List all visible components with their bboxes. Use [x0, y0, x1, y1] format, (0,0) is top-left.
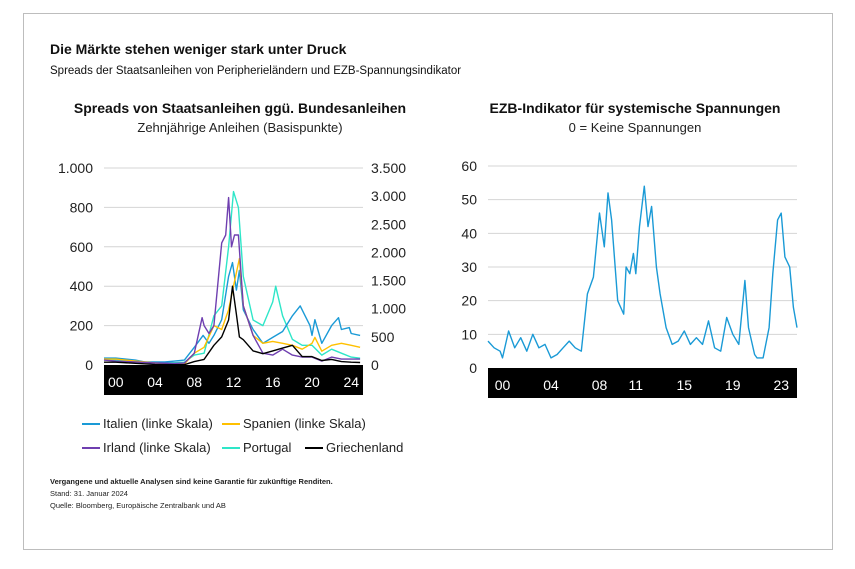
y-tick-label: 800	[70, 199, 94, 215]
x-tick-label: 19	[725, 377, 741, 393]
y-tick-label: 30	[461, 259, 477, 275]
y-tick-label: 200	[70, 318, 94, 334]
legend-swatch	[82, 446, 100, 449]
series-line-italien	[104, 261, 361, 363]
legend-item-irland: Irland (linke Skala)	[82, 440, 211, 455]
y-right-tick-label: 500	[371, 329, 395, 345]
legend-label: Griechenland	[326, 440, 404, 455]
x-tick-label: 00	[108, 374, 124, 390]
y-right-tick-label: 2.500	[371, 216, 406, 232]
left-chart-subtitle: Zehnjährige Anleihen (Basispunkte)	[137, 120, 343, 135]
y-tick-label: 0	[469, 360, 477, 376]
y-right-tick-label: 1.500	[371, 273, 406, 289]
x-tick-label: 08	[186, 374, 202, 390]
right-chart-subtitle: 0 = Keine Spannungen	[568, 120, 702, 135]
y-right-tick-label: 3.000	[371, 188, 406, 204]
y-tick-label: 40	[461, 225, 477, 241]
x-tick-label: 00	[495, 377, 511, 393]
y-tick-label: 60	[461, 158, 477, 174]
legend-swatch	[82, 422, 100, 425]
series-line-griechenland	[104, 285, 361, 366]
x-tick-label: 04	[147, 374, 163, 390]
y-tick-label: 400	[70, 278, 94, 294]
y-tick-label: 50	[461, 192, 477, 208]
y-right-tick-label: 2.000	[371, 244, 406, 260]
legend-item-portugal: Portugal	[222, 440, 291, 455]
legend-item-griechenland: Griechenland	[305, 440, 403, 455]
x-axis-band	[488, 368, 797, 398]
figure-subtitle: Spreads der Staatsanleihen von Peripheri…	[50, 65, 462, 77]
disclaimer-note: Vergangene und aktuelle Analysen sind ke…	[50, 477, 333, 486]
legend-item-italien: Italien (linke Skala)	[82, 416, 213, 431]
y-right-tick-label: 3.500	[371, 160, 406, 176]
legend-label: Portugal	[243, 440, 292, 455]
x-tick-label: 24	[343, 374, 359, 390]
source-note: Quelle: Bloomberg, Europäische Zentralba…	[50, 501, 226, 510]
legend-label: Spanien (linke Skala)	[243, 416, 366, 431]
x-tick-label: 16	[265, 374, 281, 390]
legend-item-spanien: Spanien (linke Skala)	[222, 416, 366, 431]
series-line-irland	[103, 196, 361, 365]
series-line-portugal	[104, 190, 361, 364]
y-right-tick-label: 0	[371, 357, 379, 373]
y-tick-label: 1.000	[58, 160, 93, 176]
figure-title: Die Märkte stehen weniger stark unter Dr…	[50, 41, 347, 57]
x-tick-label: 08	[592, 377, 608, 393]
y-tick-label: 10	[461, 326, 477, 342]
right-chart-title: EZB-Indikator für systemische Spannungen	[489, 100, 781, 116]
x-tick-label: 12	[226, 374, 242, 390]
legend-label: Italien (linke Skala)	[103, 416, 213, 431]
x-tick-label: 15	[677, 377, 693, 393]
date-note: Stand: 31. Januar 2024	[50, 489, 128, 498]
left-chart-title: Spreads von Staatsanleihen ggü. Bundesan…	[73, 100, 407, 116]
x-tick-label: 20	[304, 374, 320, 390]
x-tick-label: 11	[629, 377, 644, 393]
x-axis-band	[104, 365, 363, 395]
y-tick-label: 600	[70, 239, 94, 255]
figure-frame	[23, 13, 833, 550]
series-line-ciss	[487, 185, 798, 359]
x-tick-label: 23	[773, 377, 789, 393]
series-line-spanien	[104, 257, 361, 365]
x-tick-label: 04	[543, 377, 559, 393]
y-right-tick-label: 1.000	[371, 301, 406, 317]
legend-swatch	[222, 446, 240, 449]
legend-swatch	[222, 422, 240, 425]
legend-swatch	[305, 446, 323, 449]
y-tick-label: 20	[461, 293, 477, 309]
legend-label: Irland (linke Skala)	[103, 440, 211, 455]
y-tick-label: 0	[85, 357, 93, 373]
